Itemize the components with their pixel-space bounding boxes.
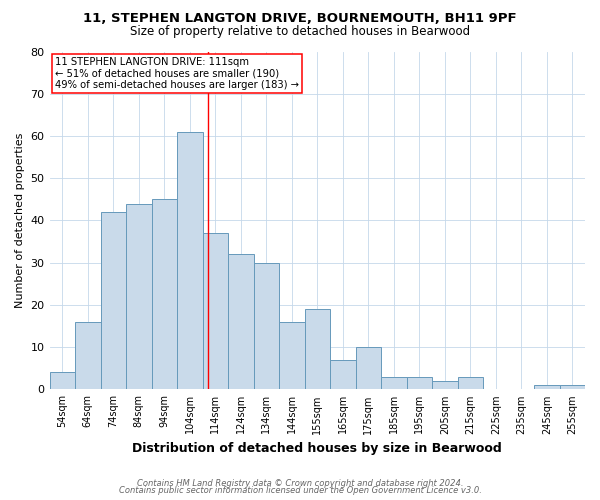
Bar (50, 372, 75, 390)
Text: Contains HM Land Registry data © Crown copyright and database right 2024.: Contains HM Land Registry data © Crown c… (137, 478, 463, 488)
Bar (75, 322, 101, 390)
Bar (560, 385, 585, 390)
Text: 11, STEPHEN LANGTON DRIVE, BOURNEMOUTH, BH11 9PF: 11, STEPHEN LANGTON DRIVE, BOURNEMOUTH, … (83, 12, 517, 26)
Bar (152, 200, 177, 390)
Bar (381, 376, 407, 390)
X-axis label: Distribution of detached houses by size in Bearwood: Distribution of detached houses by size … (133, 442, 502, 455)
Bar (432, 381, 458, 390)
Bar (534, 385, 560, 390)
Bar (228, 254, 254, 390)
Bar (203, 233, 228, 390)
Bar (458, 376, 483, 390)
Bar (330, 360, 356, 390)
Text: 11 STEPHEN LANGTON DRIVE: 111sqm
← 51% of detached houses are smaller (190)
49% : 11 STEPHEN LANGTON DRIVE: 111sqm ← 51% o… (55, 56, 299, 90)
Bar (279, 322, 305, 390)
Bar (177, 132, 203, 390)
Bar (305, 309, 330, 390)
Y-axis label: Number of detached properties: Number of detached properties (15, 132, 25, 308)
Text: Size of property relative to detached houses in Bearwood: Size of property relative to detached ho… (130, 25, 470, 38)
Text: Contains public sector information licensed under the Open Government Licence v3: Contains public sector information licen… (119, 486, 481, 495)
Bar (101, 212, 126, 390)
Bar (356, 347, 381, 390)
Bar (126, 204, 152, 390)
Bar (407, 376, 432, 390)
Bar (254, 262, 279, 390)
